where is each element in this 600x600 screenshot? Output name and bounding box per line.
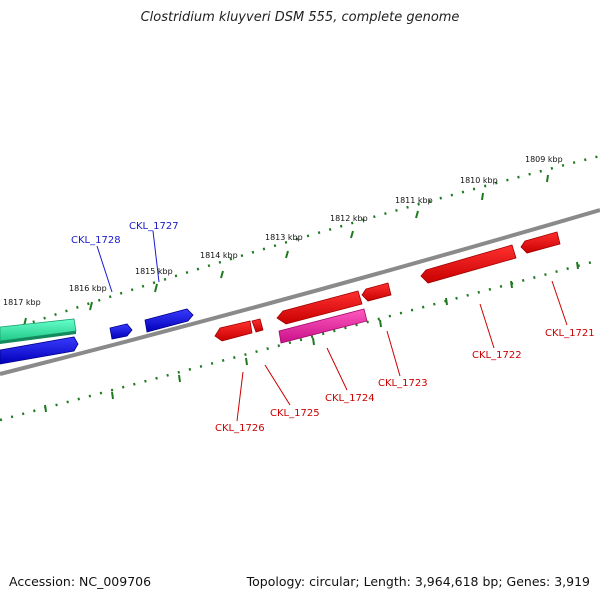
- kbp-label: 1811 kbp: [395, 196, 433, 205]
- inner-tick: [576, 261, 579, 270]
- map-title: Clostridium kluyveri DSM 555, complete g…: [140, 10, 460, 25]
- inner-tick: [312, 337, 315, 346]
- kbp-label: 1809 kbp: [525, 155, 563, 164]
- kbp-label: 1816 kbp: [69, 284, 107, 293]
- kbp-label: 1812 kbp: [330, 214, 368, 223]
- topology-label: Topology: circular; Length: 3,964,618 bp…: [246, 574, 590, 589]
- inner-tick: [111, 391, 114, 400]
- inner-tick: [245, 357, 248, 366]
- leader-ckl-1726: [236, 371, 244, 422]
- tick-1814: [220, 270, 224, 279]
- gene-ckl-1722[interactable]: [420, 244, 517, 284]
- kbp-label: 1815 kbp: [135, 267, 173, 276]
- leader-ckl-1727: [152, 230, 160, 283]
- gene-label-ckl-1724: CKL_1724: [325, 393, 375, 404]
- gene-label-ckl-1728: CKL_1728: [71, 235, 121, 246]
- tick-1811: [415, 210, 419, 219]
- gene-label-ckl-1725: CKL_1725: [270, 408, 320, 419]
- leader-ckl-1721: [551, 280, 568, 326]
- kbp-label: 1810 kbp: [460, 176, 498, 185]
- gene-ckl-1726[interactable]: [214, 320, 253, 342]
- tick-1809: [546, 174, 549, 183]
- kbp-label: 1813 kbp: [265, 233, 303, 242]
- leader-lines: [96, 230, 568, 422]
- kbp-label: 1814 kbp: [200, 251, 238, 260]
- gene-label-ckl-1723: CKL_1723: [378, 378, 428, 389]
- inner-tick: [445, 297, 448, 306]
- gene-ckl-1725[interactable]: [251, 318, 264, 333]
- leader-ckl-1723: [386, 330, 401, 377]
- tick-1810: [481, 192, 484, 201]
- gene-label-ckl-1727: CKL_1727: [129, 221, 179, 232]
- gene-labels: CKL_1728 CKL_1727 CKL_1726 CKL_1725 CKL_…: [71, 221, 595, 434]
- tick-1812: [350, 230, 354, 239]
- inner-tick: [44, 404, 47, 413]
- magenta-feature[interactable]: [278, 308, 368, 344]
- leader-ckl-1728: [96, 245, 113, 293]
- outer-major-ticks: [23, 174, 549, 327]
- accession-label: Accession: NC_009706: [9, 574, 152, 589]
- leader-ckl-1725: [264, 364, 291, 406]
- inner-tick: [510, 280, 513, 289]
- gene-ckl-1728[interactable]: [109, 323, 133, 340]
- gene-label-ckl-1726: CKL_1726: [215, 423, 265, 434]
- leader-ckl-1724: [326, 347, 348, 391]
- genome-backbone: [0, 208, 600, 376]
- inner-tick: [379, 319, 382, 328]
- leader-ckl-1722: [479, 303, 495, 349]
- kbp-label: 1817 kbp: [3, 298, 41, 307]
- tick-1816: [89, 301, 93, 311]
- inner-tick: [178, 374, 181, 383]
- gene-label-ckl-1721: CKL_1721: [545, 328, 595, 339]
- gene-ckl-1727[interactable]: [144, 308, 194, 333]
- gene-ckl-1721[interactable]: [520, 231, 561, 254]
- inner-major-ticks: [44, 261, 579, 413]
- blue-feature-left[interactable]: [0, 336, 79, 365]
- kbp-labels: 1809 kbp 1810 kbp 1811 kbp 1812 kbp 1813…: [3, 155, 563, 307]
- tick-1813: [285, 250, 289, 259]
- teal-feature-shade: [0, 331, 76, 344]
- reverse-features: [214, 231, 561, 344]
- gene-ckl-1723[interactable]: [361, 282, 392, 302]
- forward-features: [0, 308, 194, 365]
- tick-1815: [154, 283, 158, 293]
- gene-ckl-1724[interactable]: [276, 290, 363, 325]
- gene-label-ckl-1722: CKL_1722: [472, 350, 522, 361]
